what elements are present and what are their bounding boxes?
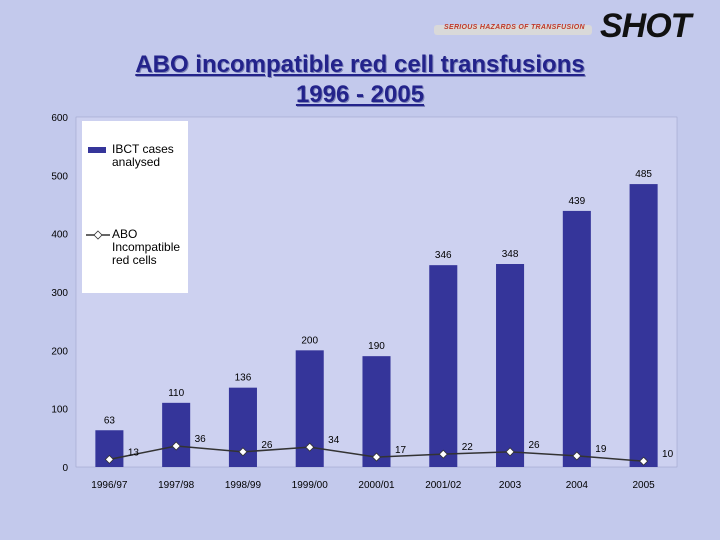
line-point [639,456,649,466]
bar-value-label: 485 [635,169,652,180]
bar [496,264,525,467]
line-value-label: 34 [328,435,340,446]
x-tick-label: 1997/98 [158,480,195,491]
line-point [104,454,114,464]
line-point [371,452,382,462]
line-value-label: 13 [128,447,140,458]
line-point [238,447,248,457]
x-tick-label: 2005 [632,480,655,491]
line-point [572,451,582,461]
bar [562,210,591,467]
bar-value-label: 110 [168,388,184,399]
shot-logo: SERIOUS HAZARDS OF TRANSFUSION SHOT [432,6,712,46]
logo-banner [434,25,592,35]
line-point [505,447,515,457]
y-tick-label: 200 [51,346,68,357]
line-series [104,441,649,466]
line-value-label: 17 [395,445,407,456]
bar-value-label: 63 [104,415,116,426]
x-tick-label: 2000/01 [358,480,395,491]
x-tick-label: 1998/99 [225,480,262,491]
line-point [305,442,315,452]
y-tick-label: 300 [51,288,68,299]
bar [429,265,458,467]
line-point [171,441,181,451]
line-value-labels: 13 36 26 34 17 22 26 19 10 [128,434,674,460]
x-tick-label: 2004 [566,480,589,491]
line-point [438,449,448,459]
chart-title-line-1: ABO incompatible red cell transfusions [135,51,585,78]
y-tick-label: 0 [62,463,68,474]
chart-title-line-2: 1996 - 2005 [295,81,425,108]
y-tick-label: 100 [51,405,68,416]
line-value-label: 26 [528,440,540,451]
x-axis: 1996/97 1997/98 1998/99 1999/00 2000/01 2001/… [91,480,655,491]
bar-value-label: 348 [502,249,519,260]
chart-title: ABO incompatible red cell transfusions 1… [0,50,720,110]
y-tick-label: 600 [51,113,68,124]
line-value-label: 22 [462,442,474,453]
bar-value-label: 439 [568,196,585,207]
line-value-label: 36 [195,434,207,445]
line-value-label: 10 [662,449,674,460]
y-tick-label: 500 [51,171,68,182]
legend-bar-swatch [88,147,106,153]
bar [362,356,391,467]
bar-value-label: 200 [301,335,318,346]
bar-value-label: 190 [368,341,385,352]
x-tick-label: 1999/00 [292,480,329,491]
legend-label-bars: IBCT cases analysed [112,142,174,169]
bar [629,184,658,468]
legend-line-marker [86,230,110,240]
legend: IBCT cases analysed ABO Incompatible red… [82,121,188,293]
y-axis: 0 100 200 300 400 500 600 [51,113,68,474]
bar-value-label: 136 [235,373,252,384]
legend-label-line: ABO Incompatible red cells [112,227,181,267]
bar-series [95,184,658,468]
x-tick-label: 2003 [499,480,522,491]
bar [162,402,191,467]
logo-wordmark: SHOT [600,7,691,45]
line-value-label: 19 [595,444,607,455]
y-tick-label: 400 [51,230,68,241]
line-value-label: 26 [261,440,273,451]
bar-value-labels: 63 110 136 200 190 346 348 439 485 [104,169,653,426]
x-tick-label: 1996/97 [91,480,128,491]
bar-value-label: 346 [435,250,452,261]
x-tick-label: 2001/02 [425,480,462,491]
logo-tagline: SERIOUS HAZARDS OF TRANSFUSION [444,24,585,31]
